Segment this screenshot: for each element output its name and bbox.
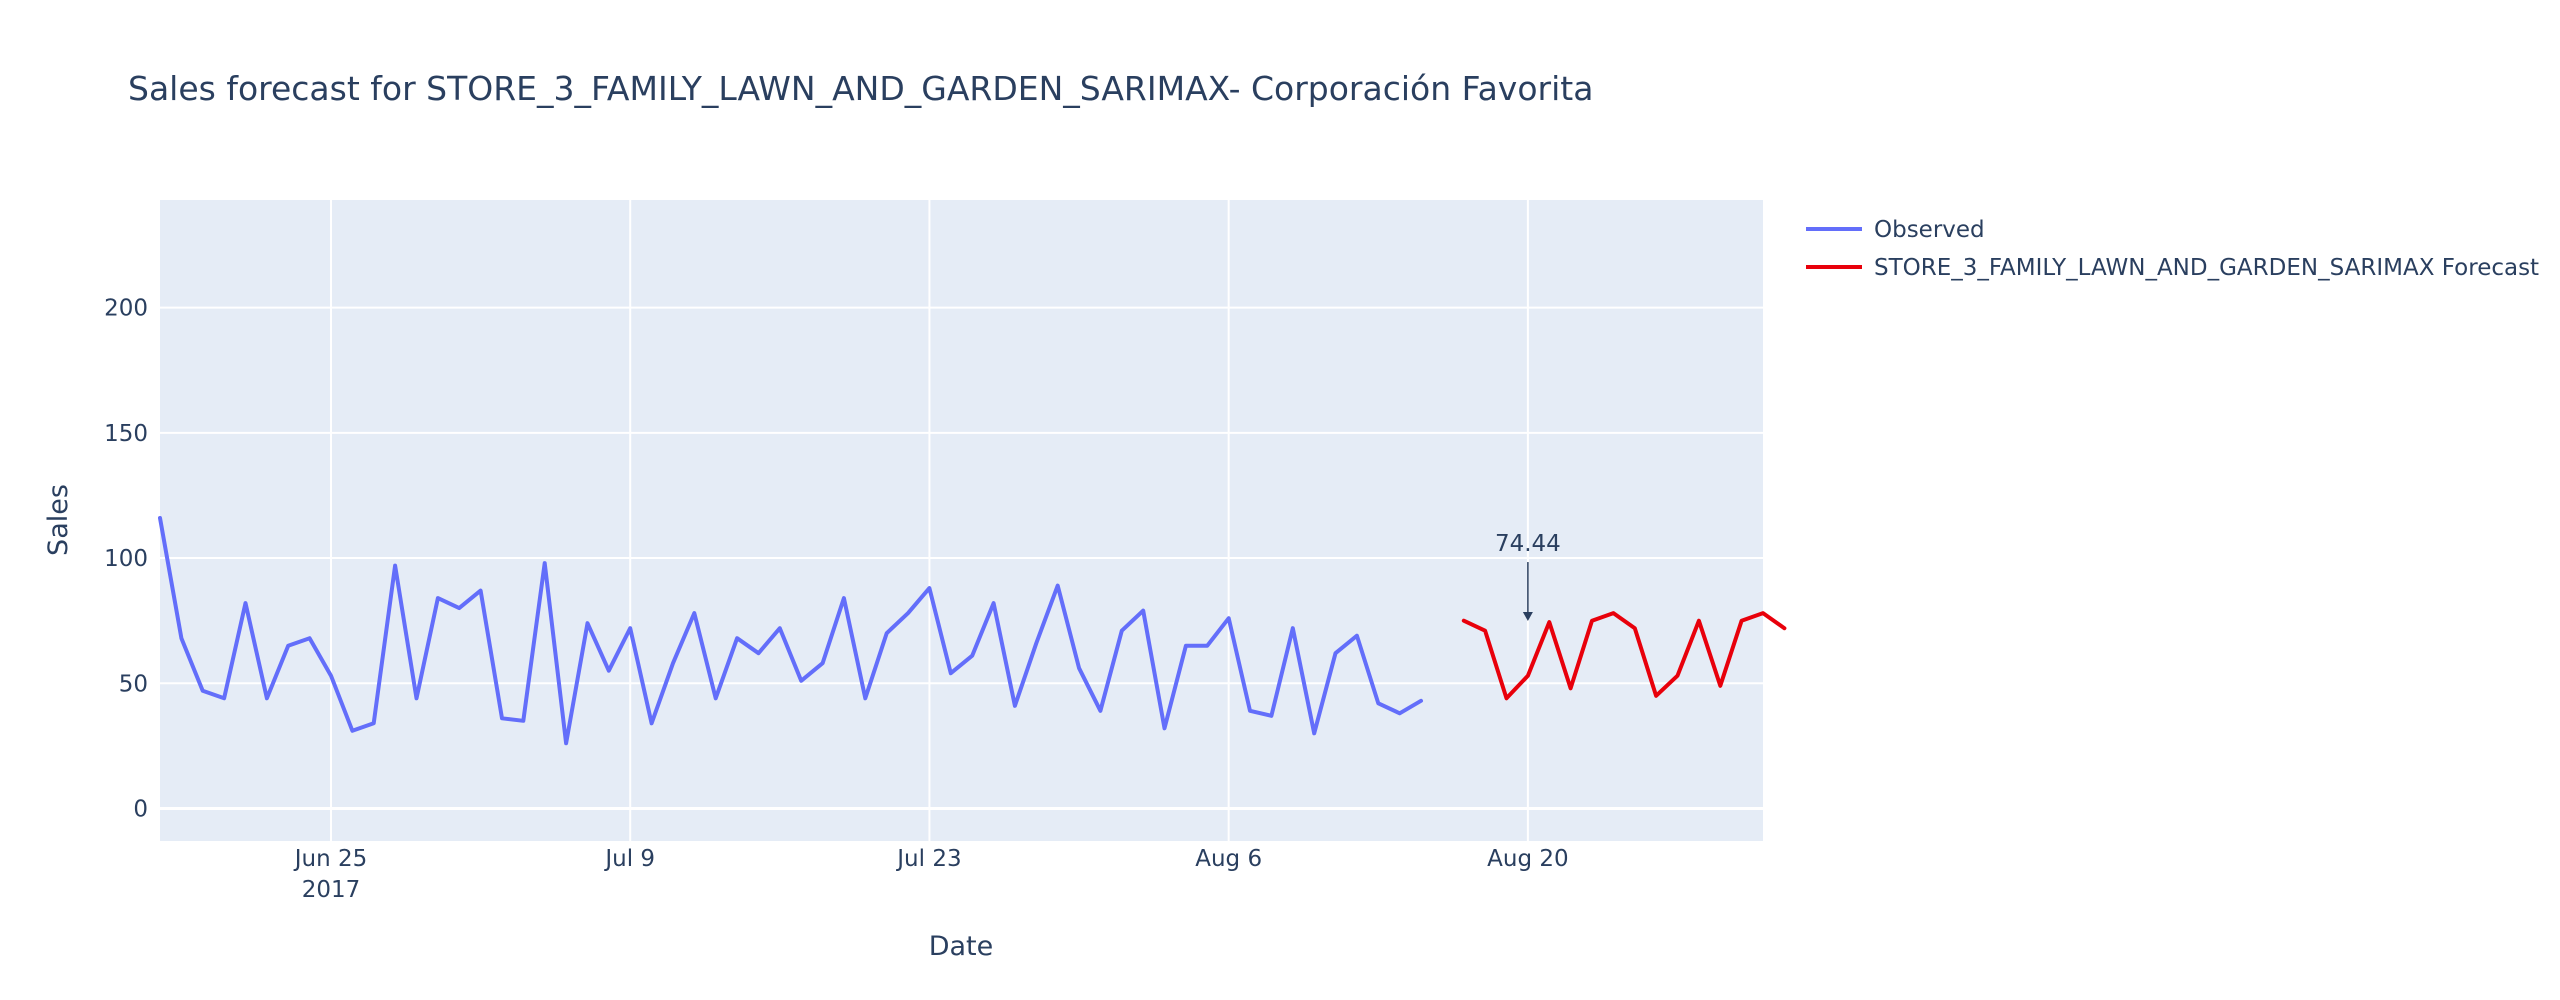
y-axis-label: Sales [43,484,74,556]
annotation-layer: 74.44 [1495,531,1561,622]
x-tick-label: Aug 20 [1487,846,1569,872]
legend-item-label[interactable]: STORE_3_FAMILY_LAWN_AND_GARDEN_SARIMAX F… [1874,255,2539,281]
x-tick-sublabel: 2017 [302,877,361,903]
x-tick-label: Jul 23 [895,846,961,872]
y-tick-labels: 0 50 100 150 200 [104,296,148,823]
x-tick-labels: Jun 25 2017 Jul 9 Jul 23 Aug 6 Aug 20 [293,846,1569,903]
annotation-label: 74.44 [1495,531,1561,557]
y-tick-label: 50 [119,671,148,697]
y-tick-label: 100 [104,546,148,572]
y-gridlines [160,306,1763,810]
legend[interactable]: Observed STORE_3_FAMILY_LAWN_AND_GARDEN_S… [1806,217,2539,281]
x-tick-label: Jul 9 [603,846,655,872]
y-tick-label: 200 [104,296,148,322]
legend-item-label[interactable]: Observed [1874,217,1985,243]
x-tick-label: Jun 25 [293,846,368,872]
x-axis-label: Date [929,931,994,962]
series-line-0[interactable] [158,516,1423,746]
series-line-1[interactable] [1461,611,1787,701]
chart-title: Sales forecast for STORE_3_FAMILY_LAWN_A… [128,69,1593,108]
y-tick-label: 150 [104,421,148,447]
series-layer [158,516,1787,746]
x-tick-label: Aug 6 [1195,846,1262,872]
y-tick-label: 0 [133,796,148,822]
annotation-arrowhead [1522,612,1533,622]
plot-area [160,200,1763,841]
